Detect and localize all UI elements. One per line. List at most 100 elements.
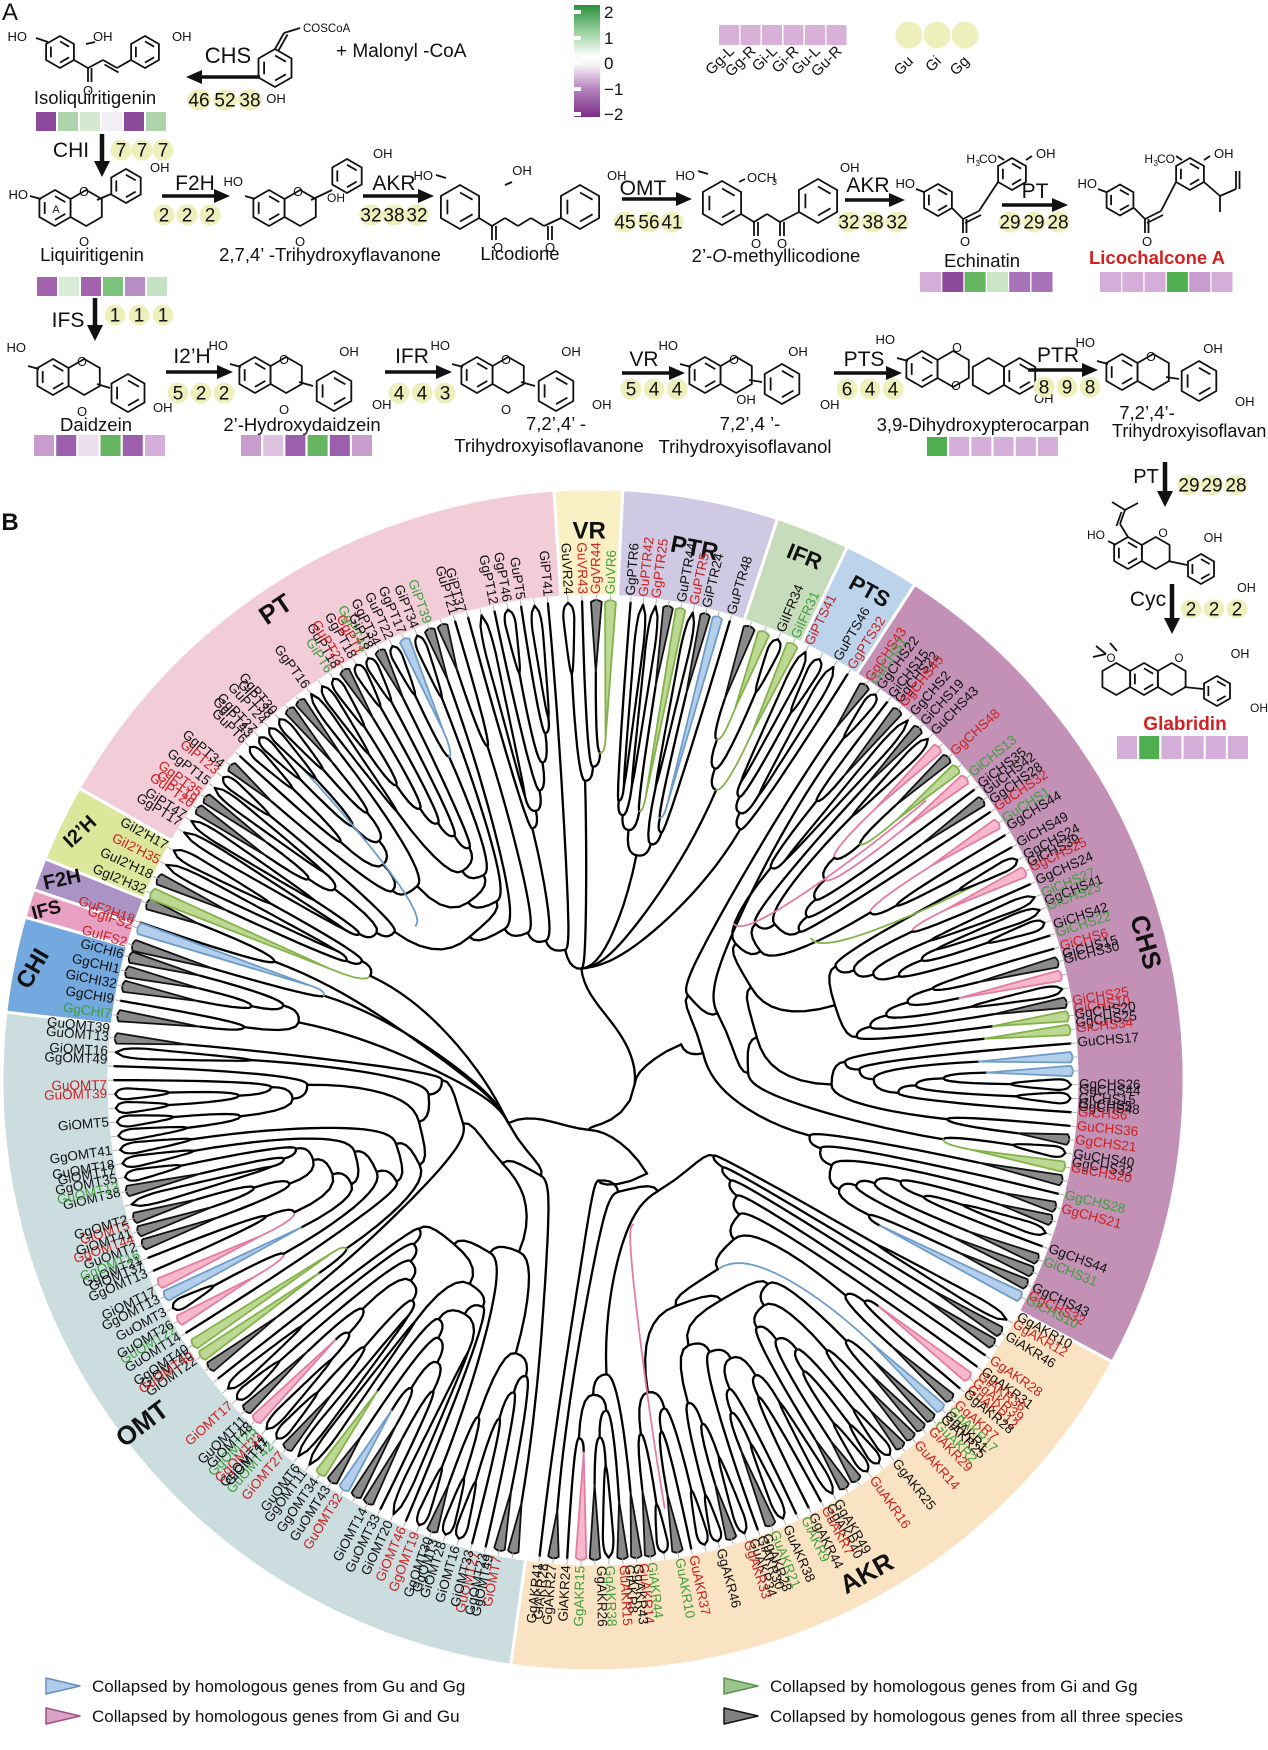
svg-text:3,9-Dihydroxypterocarpan: 3,9-Dihydroxypterocarpan <box>877 414 1090 435</box>
svg-text:O: O <box>951 379 961 393</box>
svg-text:OMT: OMT <box>620 177 667 200</box>
svg-text:OH: OH <box>1250 701 1268 715</box>
svg-text:O: O <box>501 402 511 417</box>
svg-text:HO: HO <box>224 174 244 189</box>
svg-text:OH: OH <box>339 344 359 359</box>
svg-text:VR: VR <box>629 348 658 371</box>
svg-text:B: B <box>1 509 18 536</box>
svg-text:PTR: PTR <box>1037 344 1079 367</box>
svg-text:4: 4 <box>394 384 405 405</box>
svg-text:H: H <box>1144 152 1153 166</box>
svg-text:OH: OH <box>561 344 581 359</box>
svg-text:28: 28 <box>1225 476 1246 497</box>
svg-text:3: 3 <box>440 384 451 405</box>
svg-text:HO: HO <box>431 338 451 353</box>
svg-text:−2: −2 <box>604 105 623 124</box>
svg-text:56: 56 <box>638 213 659 234</box>
svg-text:28: 28 <box>1047 213 1068 234</box>
svg-text:38: 38 <box>239 91 260 112</box>
svg-text:29: 29 <box>1023 213 1044 234</box>
svg-text:OH: OH <box>172 29 192 44</box>
svg-text:GgAKR15: GgAKR15 <box>571 1566 587 1627</box>
svg-text:OH: OH <box>150 160 170 175</box>
svg-text:1: 1 <box>110 306 121 327</box>
svg-text:O: O <box>952 341 962 355</box>
svg-text:O: O <box>79 185 89 199</box>
svg-text:38: 38 <box>862 213 883 234</box>
svg-text:3: 3 <box>772 177 777 187</box>
svg-text:Collapsed by homologous genes: Collapsed by homologous genes from Gi an… <box>770 1677 1138 1696</box>
svg-text:2: 2 <box>196 384 207 405</box>
svg-text:Trihydroxyisoflavanol: Trihydroxyisoflavanol <box>658 436 831 457</box>
svg-text:COSCoA: COSCoA <box>303 23 351 35</box>
svg-text:Echinatin: Echinatin <box>944 250 1020 271</box>
svg-text:3: 3 <box>1154 159 1159 168</box>
svg-text:4: 4 <box>888 380 899 401</box>
svg-text:O: O <box>77 355 87 369</box>
svg-text:32: 32 <box>360 206 381 227</box>
svg-text:8: 8 <box>1085 378 1096 399</box>
svg-text:38: 38 <box>383 206 404 227</box>
svg-text:−1: −1 <box>604 80 623 99</box>
svg-text:OH: OH <box>1204 531 1223 545</box>
svg-text:2’-O-methyllicodione: 2’-O-methyllicodione <box>692 245 861 266</box>
svg-text:3: 3 <box>976 159 981 168</box>
svg-text:CO: CO <box>979 152 997 166</box>
svg-text:HO: HO <box>896 176 916 191</box>
svg-text:OH: OH <box>592 397 612 412</box>
svg-text:OH: OH <box>1235 394 1255 409</box>
svg-text:4: 4 <box>417 384 428 405</box>
svg-text:HO: HO <box>659 338 679 353</box>
svg-text:Trihydroxyisoflavan: Trihydroxyisoflavan <box>1112 421 1266 441</box>
svg-text:O: O <box>279 353 289 367</box>
svg-text:OH: OH <box>327 191 345 205</box>
svg-text:OH: OH <box>153 400 173 415</box>
svg-text:1: 1 <box>158 306 169 327</box>
svg-text:GgAKR26: GgAKR26 <box>594 1566 610 1627</box>
svg-text:7: 7 <box>116 141 127 162</box>
svg-text:32: 32 <box>406 206 427 227</box>
svg-text:Licochalcone A: Licochalcone A <box>1089 247 1225 268</box>
svg-text:A: A <box>2 0 18 26</box>
svg-text:PT: PT <box>1022 180 1049 203</box>
svg-text:29: 29 <box>1201 476 1222 497</box>
svg-text:F2H: F2H <box>175 172 215 195</box>
svg-text:HO: HO <box>7 340 27 355</box>
svg-text:7,2’,4’-: 7,2’,4’- <box>1119 402 1175 423</box>
svg-text:O: O <box>729 353 739 367</box>
svg-text:OH: OH <box>512 163 532 178</box>
svg-text:HO: HO <box>209 338 229 353</box>
svg-text:5: 5 <box>626 380 637 401</box>
svg-text:OH: OH <box>266 91 286 106</box>
svg-text:IFR: IFR <box>395 345 429 368</box>
svg-text:OH: OH <box>840 160 860 175</box>
svg-text:46: 46 <box>188 91 209 112</box>
svg-text:O: O <box>1146 350 1156 364</box>
svg-text:OH: OH <box>1237 581 1256 595</box>
svg-text:52: 52 <box>214 91 235 112</box>
svg-text:O: O <box>1107 653 1116 665</box>
svg-text:OH: OH <box>1036 146 1056 161</box>
svg-text:41: 41 <box>661 213 682 234</box>
svg-text:7,2’,4’ -: 7,2’,4’ - <box>526 413 586 434</box>
svg-text:OH: OH <box>93 29 113 44</box>
svg-text:OH: OH <box>820 397 840 412</box>
svg-text:1: 1 <box>604 29 613 48</box>
svg-text:4: 4 <box>865 380 876 401</box>
svg-text:H: H <box>966 152 975 166</box>
svg-text:4: 4 <box>649 380 660 401</box>
svg-text:OH: OH <box>1203 341 1223 356</box>
svg-text:Licodione: Licodione <box>480 243 559 264</box>
svg-text:O: O <box>1158 526 1167 540</box>
svg-text:GgOMT49: GgOMT49 <box>44 1049 108 1067</box>
svg-text:HO: HO <box>8 29 28 44</box>
svg-text:O: O <box>1175 653 1184 665</box>
svg-text:A: A <box>52 204 60 216</box>
svg-text:Cyc: Cyc <box>1130 588 1166 611</box>
svg-text:2: 2 <box>182 206 193 227</box>
svg-text:AKR: AKR <box>372 172 415 195</box>
svg-text:GuCHS5: GuCHS5 <box>1078 1096 1133 1114</box>
svg-text:CHS: CHS <box>205 43 251 68</box>
svg-text:I2’H: I2’H <box>173 345 210 368</box>
svg-text:0: 0 <box>604 54 613 73</box>
